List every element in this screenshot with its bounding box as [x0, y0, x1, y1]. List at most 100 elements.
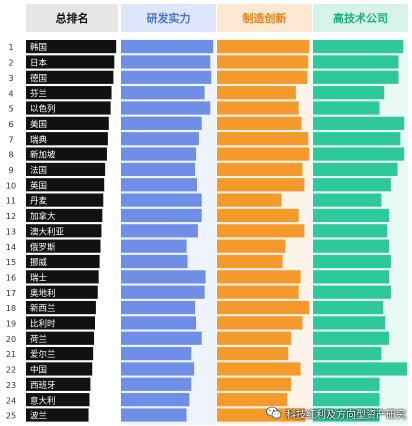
bar-manufacturing [217, 116, 302, 130]
bar-rank [26, 193, 104, 207]
country-label: 新加坡 [30, 150, 56, 161]
country-label: 中国 [30, 365, 47, 376]
header-cell-rank [26, 4, 118, 32]
bar-hightech [313, 377, 380, 391]
bar-manufacturing [217, 300, 310, 315]
country-label: 荷兰 [30, 334, 47, 345]
country-label: 爱尔兰 [30, 349, 56, 360]
country-label: 法国 [30, 165, 47, 176]
bar-manufacturing [217, 147, 310, 161]
watermark-text: 科技红利及方向型资产研究 [286, 409, 406, 421]
bar-research [121, 162, 196, 176]
bar-research [121, 331, 202, 345]
country-label: 比利时 [30, 319, 56, 330]
country-label: 澳大利亚 [30, 226, 65, 237]
bar-rank [26, 377, 91, 391]
bar-hightech [313, 300, 384, 315]
rank-number: 15 [6, 258, 16, 267]
header-label-hightech: 高技术公司 [333, 11, 388, 25]
country-label: 日本 [30, 58, 48, 69]
country-label: 奥地利 [30, 288, 56, 299]
bar-manufacturing [217, 362, 301, 376]
rank-number: 11 [6, 197, 16, 206]
bar-manufacturing [217, 40, 310, 54]
country-label: 新西兰 [30, 303, 56, 314]
rank-number: 18 [6, 304, 16, 313]
bar-research [121, 101, 211, 115]
bar-research [121, 393, 190, 407]
country-label: 瑞典 [30, 134, 48, 145]
rank-number: 16 [6, 273, 16, 282]
bar-manufacturing [217, 347, 289, 361]
bar-hightech [313, 101, 380, 115]
bar-rank [26, 208, 103, 223]
rank-number: 17 [6, 289, 16, 298]
bar-manufacturing [217, 254, 283, 269]
bar-rank [26, 331, 95, 345]
bar-rank [26, 55, 115, 69]
bar-hightech [313, 347, 382, 361]
bar-rank [26, 347, 94, 361]
bar-rank [26, 178, 105, 192]
bar-research [121, 300, 196, 315]
bar-research [121, 147, 197, 161]
bar-research [121, 408, 187, 422]
bar-research [121, 377, 192, 391]
header-label-research: 研发实力 [147, 11, 191, 25]
bar-manufacturing [217, 331, 292, 345]
rank-number: 3 [8, 74, 13, 83]
bar-manufacturing [217, 178, 305, 192]
bar-research [121, 362, 195, 376]
bar-hightech [313, 208, 389, 223]
country-label: 加拿大 [30, 211, 56, 222]
rank-number: 25 [6, 412, 16, 421]
bar-rank [26, 132, 108, 146]
bar-research [121, 224, 198, 238]
bar-research [121, 208, 202, 223]
rank-number: 21 [6, 350, 16, 359]
country-label: 丹麦 [30, 196, 48, 207]
bar-rank [26, 70, 114, 84]
watermark: 科技红利及方向型资产研究 [266, 404, 406, 422]
rank-number: 22 [6, 366, 16, 375]
bar-manufacturing [217, 270, 301, 284]
bar-research [121, 285, 205, 299]
bar-hightech [313, 86, 385, 100]
bar-rank [26, 224, 102, 238]
country-label: 西班牙 [30, 380, 56, 391]
header-label-manufacturing: 制造创新 [243, 11, 287, 25]
bar-hightech [313, 70, 399, 84]
bar-hightech [313, 408, 380, 422]
bar-hightech [313, 40, 404, 54]
bar-rank [26, 393, 90, 407]
bar-manufacturing [217, 316, 303, 330]
bar-rank [26, 285, 98, 299]
bar-rank [26, 40, 117, 54]
bar-rank [26, 116, 109, 130]
bar-manufacturing [217, 55, 309, 69]
bar-manufacturing [217, 208, 299, 223]
rank-number: 19 [6, 320, 16, 329]
bar-hightech [313, 162, 398, 176]
bar-research [121, 270, 206, 284]
bar-rank [26, 316, 95, 330]
rank-number: 13 [6, 227, 16, 236]
bar-hightech [313, 132, 401, 146]
country-label: 挪威 [30, 257, 48, 268]
bar-rank [26, 147, 107, 161]
header-cell-manufacturing [217, 4, 312, 32]
bar-research [121, 254, 188, 269]
rank-number: 12 [6, 212, 16, 221]
bar-manufacturing [217, 70, 308, 84]
bar-research [121, 347, 192, 361]
bar-manufacturing [217, 377, 292, 391]
rank-number: 24 [6, 396, 16, 405]
bar-rank [26, 254, 100, 269]
bar-hightech [313, 393, 380, 407]
bar-manufacturing [217, 162, 303, 176]
rank-number: 20 [6, 335, 16, 344]
rank-number: 4 [8, 89, 13, 98]
rank-number: 10 [6, 181, 16, 190]
bar-hightech [313, 270, 389, 284]
rank-number: 7 [8, 135, 13, 144]
